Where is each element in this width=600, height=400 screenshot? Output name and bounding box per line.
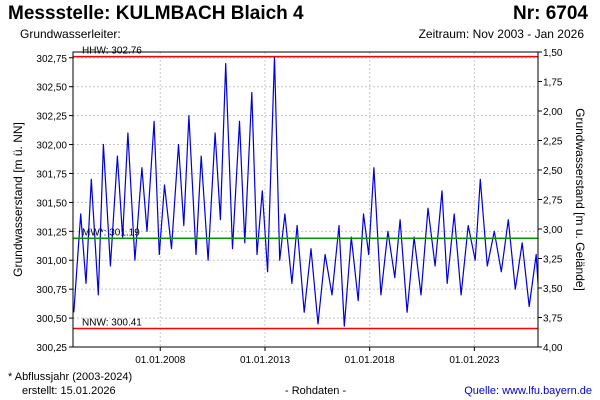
y-tick-label-left: 302,75 [36,54,67,65]
y-tick-label-left: 301,75 [36,169,67,180]
reference-line-label: NNW: 300.41 [82,317,142,328]
y-tick-label-left: 300,75 [36,285,67,296]
page-title: Messstelle: KULMBACH Blaich 4 [8,3,304,24]
y-tick-label-left: 300,50 [36,314,67,325]
created-date: erstellt: 15.01.2026 [22,385,116,397]
y-tick-label-right: 3,50 [543,284,563,295]
y-tick-label-left: 302,00 [36,141,67,152]
plot-frame [72,51,539,348]
y-axis-label-right: Grundwasserstand [m u. Gelände] [573,108,587,291]
y-tick-label-right: 1,50 [543,48,563,59]
x-tick-label: 01.01.2023 [449,355,499,366]
y-tick-label-left: 301,25 [36,227,67,238]
raw-data-label: - Rohdaten - [285,385,347,397]
water-level-line [73,55,539,327]
y-tick-label-right: 3,00 [543,225,563,236]
y-tick-label-right: 2,25 [543,137,563,148]
y-tick-label-left: 302,25 [36,112,67,123]
aquifer-label: Grundwasserleiter: [20,27,121,41]
reference-line-label: MW*: 301.19 [82,227,140,238]
y-tick-label-right: 2,75 [543,196,563,207]
x-tick-label: 01.01.2018 [345,355,395,366]
footnote: * Abflussjahr (2003-2024) [8,371,133,383]
y-tick-label-left: 300,25 [36,343,67,354]
period-label: Zeitraum: Nov 2003 - Jan 2026 [418,27,584,41]
y-tick-label-right: 2,50 [543,166,563,177]
y-tick-label-right: 1,75 [543,78,563,89]
y-tick-label-right: 3,25 [543,255,563,266]
y-tick-label-left: 301,50 [36,198,67,209]
y-tick-label-left: 301,00 [36,256,67,267]
y-tick-label-right: 2,00 [543,107,563,118]
station-number: Nr: 6704 [513,3,588,24]
reference-line-label: HHW: 302.76 [82,46,142,57]
y-axis-label-left: Grundwasserstand [m ü. NN] [11,122,25,277]
y-tick-label-right: 4,00 [543,343,563,354]
x-tick-label: 01.01.2013 [240,355,290,366]
x-tick-label: 01.01.2008 [135,355,185,366]
y-tick-label-left: 302,50 [36,83,67,94]
source-link[interactable]: Quelle: www.lfu.bayern.de [464,385,592,397]
y-tick-label-right: 3,75 [543,314,563,325]
